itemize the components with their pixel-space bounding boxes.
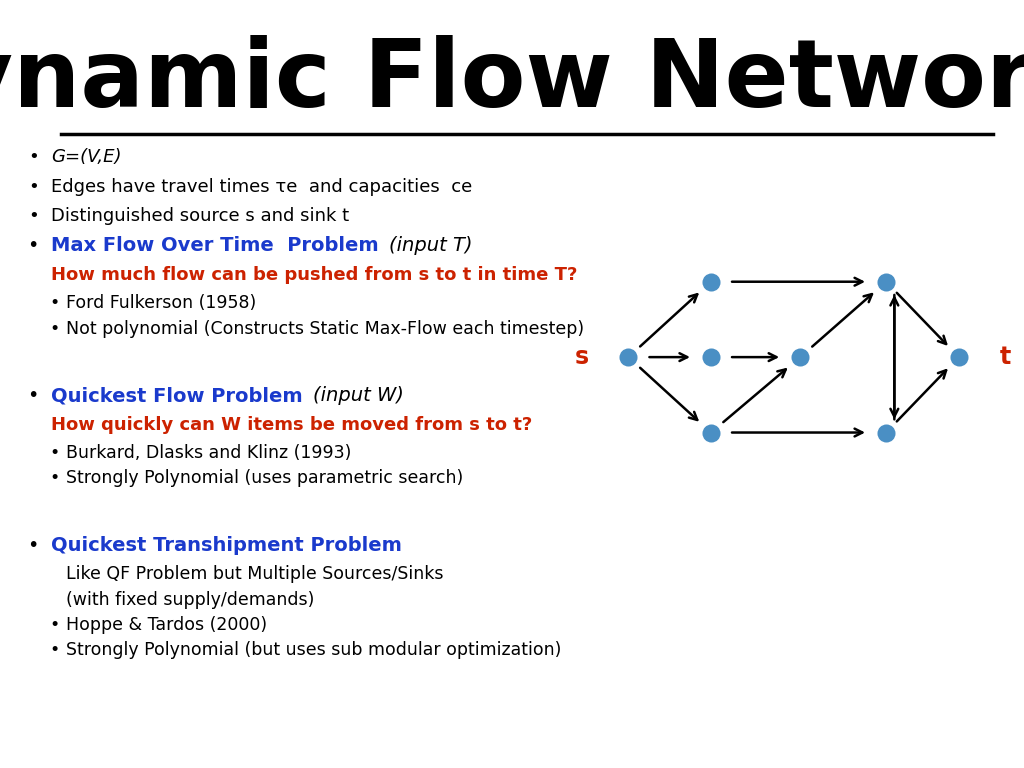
Text: Hoppe & Tardos (2000): Hoppe & Tardos (2000)	[66, 616, 266, 634]
Text: Dynamic Flow Networks: Dynamic Flow Networks	[0, 35, 1024, 127]
Text: •: •	[49, 444, 59, 462]
Text: Distinguished source s and sink t: Distinguished source s and sink t	[51, 207, 349, 225]
Text: t: t	[999, 345, 1011, 369]
Text: Strongly Polynomial (uses parametric search): Strongly Polynomial (uses parametric sea…	[66, 469, 463, 488]
Text: •: •	[28, 536, 39, 554]
Text: (input T): (input T)	[389, 237, 472, 255]
Text: s: s	[575, 345, 589, 369]
Text: •: •	[49, 641, 59, 660]
Text: •: •	[29, 177, 39, 196]
Text: (input W): (input W)	[312, 386, 403, 405]
Text: Ford Fulkerson (1958): Ford Fulkerson (1958)	[66, 294, 256, 313]
Text: G=(V,E): G=(V,E)	[51, 148, 122, 167]
Text: Quickest Flow Problem: Quickest Flow Problem	[51, 386, 309, 405]
Text: •: •	[29, 148, 39, 167]
Text: •: •	[49, 469, 59, 488]
Text: Burkard, Dlasks and Klinz (1993): Burkard, Dlasks and Klinz (1993)	[66, 444, 351, 462]
Text: Max Flow Over Time  Problem: Max Flow Over Time Problem	[51, 237, 386, 255]
Text: Strongly Polynomial (but uses sub modular optimization): Strongly Polynomial (but uses sub modula…	[66, 641, 561, 660]
Text: •: •	[29, 207, 39, 225]
Text: Edges have travel times τe  and capacities  ce: Edges have travel times τe and capacitie…	[51, 177, 472, 196]
Text: •: •	[49, 294, 59, 313]
Text: Quickest Transhipment Problem: Quickest Transhipment Problem	[51, 536, 402, 554]
Text: How quickly can W items be moved from s to t?: How quickly can W items be moved from s …	[51, 415, 532, 434]
Text: •: •	[28, 237, 39, 255]
Text: Like QF Problem but Multiple Sources/Sinks: Like QF Problem but Multiple Sources/Sin…	[66, 565, 443, 584]
Text: How much flow can be pushed from s to t in time T?: How much flow can be pushed from s to t …	[51, 266, 578, 284]
Text: •: •	[28, 386, 39, 405]
Text: Not polynomial (Constructs Static Max-Flow each timestep): Not polynomial (Constructs Static Max-Fl…	[66, 319, 584, 338]
Text: •: •	[49, 616, 59, 634]
Text: (with fixed supply/demands): (with fixed supply/demands)	[66, 591, 314, 609]
Text: •: •	[49, 319, 59, 338]
